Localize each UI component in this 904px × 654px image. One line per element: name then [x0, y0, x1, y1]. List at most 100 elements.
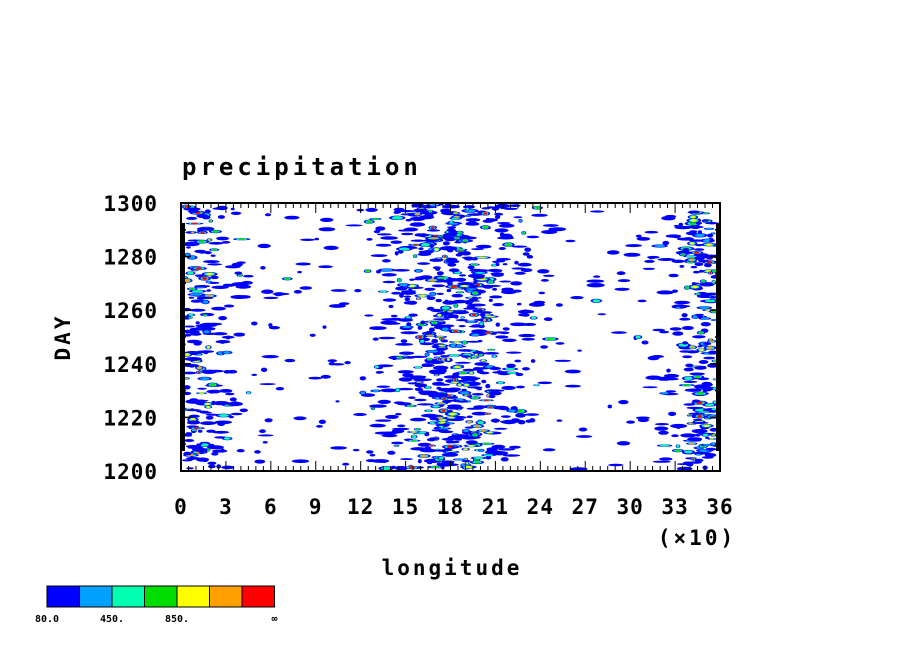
precip-cell	[565, 239, 576, 243]
precip-cell	[429, 258, 444, 262]
precip-cell	[285, 277, 290, 280]
precip-cell	[650, 355, 665, 358]
precip-cell	[489, 295, 503, 299]
precip-cell	[264, 213, 272, 217]
axis-ticks	[180, 202, 721, 472]
precip-cell	[691, 421, 709, 424]
precip-cell	[364, 314, 374, 317]
precip-cell	[442, 241, 450, 246]
precip-cell	[445, 440, 453, 444]
precip-cell	[398, 318, 413, 322]
precip-cell	[472, 367, 482, 371]
precip-cell	[682, 237, 694, 241]
precip-cell	[705, 222, 719, 225]
precip-cell	[320, 217, 334, 222]
precip-cell	[251, 373, 258, 376]
precip-cell	[508, 409, 517, 413]
precip-cell	[681, 326, 694, 330]
precip-cell	[211, 452, 219, 456]
precip-cell	[607, 404, 613, 409]
precip-cell	[183, 451, 192, 456]
x-tick-label: 9	[309, 495, 323, 519]
precip-cell	[194, 285, 211, 288]
precip-cell	[490, 269, 502, 273]
precip-cell	[405, 218, 412, 222]
precip-cell	[693, 270, 700, 274]
precip-cell	[223, 283, 236, 287]
precip-cell	[547, 337, 554, 341]
precip-cell	[518, 333, 536, 338]
precip-cell	[188, 296, 195, 299]
y-axis-label: DAY	[51, 314, 75, 361]
precip-cell	[635, 335, 641, 339]
precip-cell	[293, 290, 302, 294]
precip-cell	[434, 248, 439, 251]
precip-cell	[200, 231, 205, 234]
precip-cell	[229, 397, 237, 402]
precip-cell	[476, 369, 484, 374]
precip-cell	[655, 423, 669, 426]
precip-cell	[697, 415, 703, 418]
precip-cell	[510, 281, 523, 286]
precip-cell	[257, 434, 274, 437]
precip-cell	[458, 325, 466, 328]
precip-cell	[191, 290, 204, 293]
colorbar-swatch	[111, 585, 145, 608]
precip-cell	[438, 402, 444, 405]
precip-cell	[676, 444, 680, 448]
precip-cell	[505, 243, 511, 247]
precip-cell	[710, 438, 714, 440]
precip-cell	[397, 387, 414, 391]
precip-cell	[203, 314, 207, 316]
precip-cell	[492, 303, 505, 307]
precip-cell	[682, 355, 693, 359]
precip-cell	[230, 207, 235, 211]
precip-cell	[455, 319, 469, 322]
precip-cell	[431, 226, 435, 229]
precip-cell	[690, 242, 695, 245]
precip-cell	[408, 288, 413, 292]
precip-cell	[692, 399, 701, 403]
precip-cell	[430, 237, 437, 240]
precip-cell	[471, 411, 488, 416]
precip-cell	[220, 340, 226, 344]
precip-cell	[617, 279, 631, 283]
precip-cell	[463, 341, 466, 344]
precip-cell	[419, 215, 435, 220]
precip-cell	[381, 434, 398, 438]
precip-cell	[675, 449, 681, 452]
precip-cell	[228, 415, 234, 419]
precip-cell	[685, 255, 697, 258]
precip-cell	[690, 346, 695, 349]
precip-cell	[672, 331, 684, 336]
precip-cell	[418, 335, 423, 339]
precip-cell	[202, 300, 209, 304]
precip-cell	[196, 296, 205, 300]
y-tick-label: 1280	[103, 246, 158, 270]
precip-cell	[430, 292, 436, 296]
precip-cell	[353, 413, 367, 416]
precip-cell	[475, 244, 492, 249]
precip-cell	[436, 378, 444, 382]
precip-cell	[427, 334, 433, 337]
precip-cell	[435, 298, 443, 303]
precip-cell	[485, 331, 491, 334]
precip-cell	[703, 212, 708, 214]
precip-cell	[387, 450, 396, 455]
precip-cell	[425, 331, 433, 335]
precip-cell	[458, 274, 467, 277]
precip-cell	[438, 344, 444, 347]
precip-cell	[492, 264, 497, 267]
precip-cell	[697, 259, 710, 263]
precip-cell	[197, 366, 201, 370]
precip-cell	[399, 351, 415, 355]
precip-cell	[419, 294, 426, 297]
precip-cell	[431, 344, 440, 349]
precip-cell	[424, 287, 436, 291]
precip-cell	[330, 289, 347, 292]
precip-cell	[486, 448, 492, 453]
precip-cell	[473, 280, 478, 284]
precip-cell	[480, 312, 486, 317]
precip-cell	[454, 366, 460, 369]
